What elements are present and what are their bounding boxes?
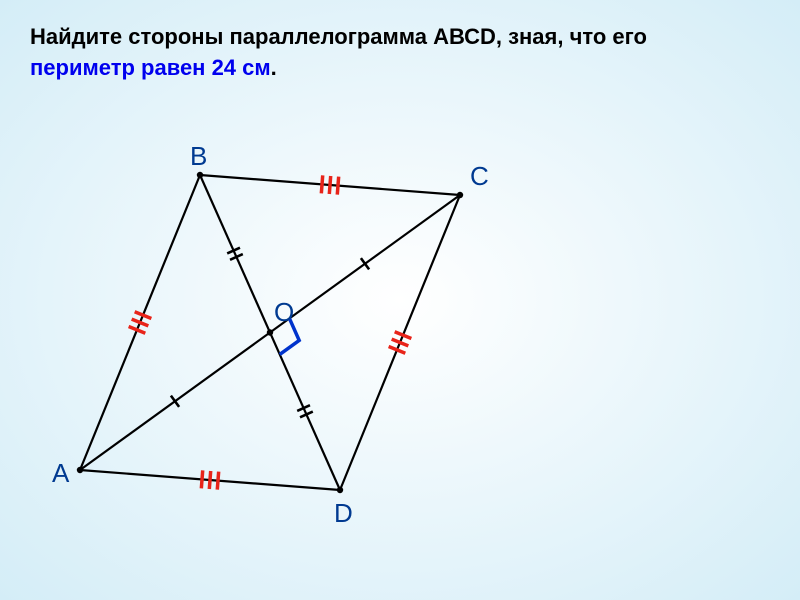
vertex-label-D: D — [334, 498, 353, 529]
vertex-label-O: O — [274, 297, 294, 328]
vertex-label-B: B — [190, 141, 207, 172]
problem-canvas: Найдите стороны параллелограмма АВСD, зн… — [0, 0, 800, 600]
geometry-svg — [0, 0, 800, 600]
vertex-label-C: C — [470, 161, 489, 192]
vertex-label-A: A — [52, 458, 69, 489]
